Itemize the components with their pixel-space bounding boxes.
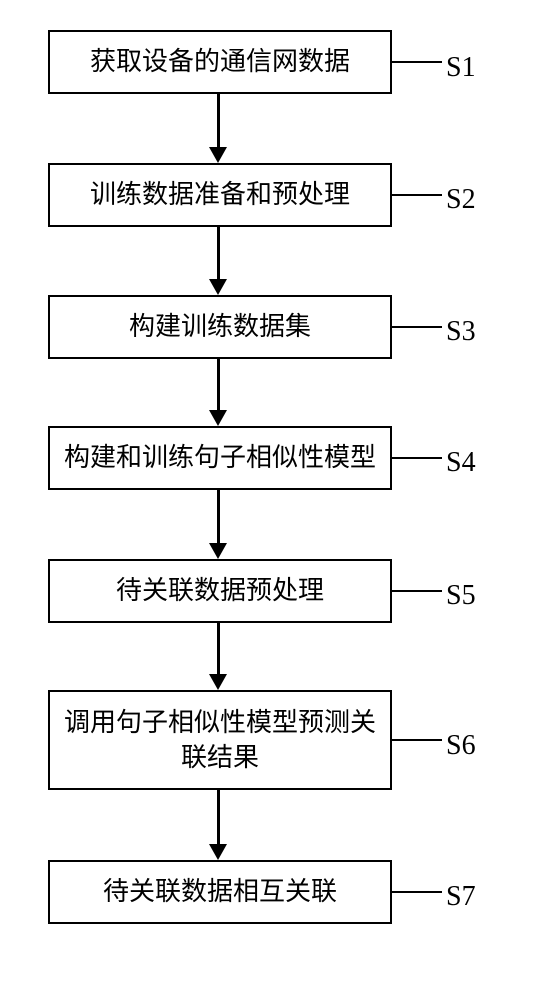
arrow-line-5 [217, 623, 220, 674]
step-label-text: S6 [446, 730, 476, 761]
step-text: 待关联数据预处理 [116, 573, 324, 608]
step-label-s3: S3 [446, 316, 476, 348]
step-label-text: S7 [446, 881, 476, 912]
step-box-s2: 训练数据准备和预处理 [48, 163, 392, 227]
step-box-s3: 构建训练数据集 [48, 295, 392, 359]
step-label-s6: S6 [446, 730, 476, 762]
arrow-line-4 [217, 490, 220, 543]
step-box-s7: 待关联数据相互关联 [48, 860, 392, 924]
step-label-s7: S7 [446, 881, 476, 913]
step-text: 获取设备的通信网数据 [90, 44, 350, 79]
label-connector-s1 [392, 61, 442, 63]
arrow-head-6 [209, 844, 227, 860]
step-text: 构建训练数据集 [129, 309, 311, 344]
step-label-text: S5 [446, 580, 476, 611]
step-label-s2: S2 [446, 184, 476, 216]
arrow-line-3 [217, 359, 220, 410]
label-connector-s6 [392, 739, 442, 741]
step-label-text: S2 [446, 184, 476, 215]
step-text: 调用句子相似性模型预测关联结果 [60, 705, 380, 775]
label-connector-s4 [392, 457, 442, 459]
arrow-line-2 [217, 227, 220, 279]
step-label-text: S1 [446, 52, 476, 83]
step-box-s6: 调用句子相似性模型预测关联结果 [48, 690, 392, 790]
arrow-head-3 [209, 410, 227, 426]
step-text: 待关联数据相互关联 [103, 874, 337, 909]
arrow-head-2 [209, 279, 227, 295]
arrow-line-6 [217, 790, 220, 844]
step-box-s4: 构建和训练句子相似性模型 [48, 426, 392, 490]
step-box-s5: 待关联数据预处理 [48, 559, 392, 623]
label-connector-s5 [392, 590, 442, 592]
label-connector-s2 [392, 194, 442, 196]
arrow-head-1 [209, 147, 227, 163]
step-label-text: S3 [446, 316, 476, 347]
step-label-s4: S4 [446, 447, 476, 479]
arrow-head-4 [209, 543, 227, 559]
step-box-s1: 获取设备的通信网数据 [48, 30, 392, 94]
arrow-line-1 [217, 94, 220, 147]
label-connector-s7 [392, 891, 442, 893]
label-connector-s3 [392, 326, 442, 328]
step-label-s1: S1 [446, 52, 476, 84]
step-label-text: S4 [446, 447, 476, 478]
flowchart: 获取设备的通信网数据 S1 训练数据准备和预处理 S2 构建训练数据集 S3 构… [0, 0, 547, 1000]
step-text: 训练数据准备和预处理 [90, 177, 350, 212]
step-text: 构建和训练句子相似性模型 [64, 440, 376, 475]
step-label-s5: S5 [446, 580, 476, 612]
arrow-head-5 [209, 674, 227, 690]
